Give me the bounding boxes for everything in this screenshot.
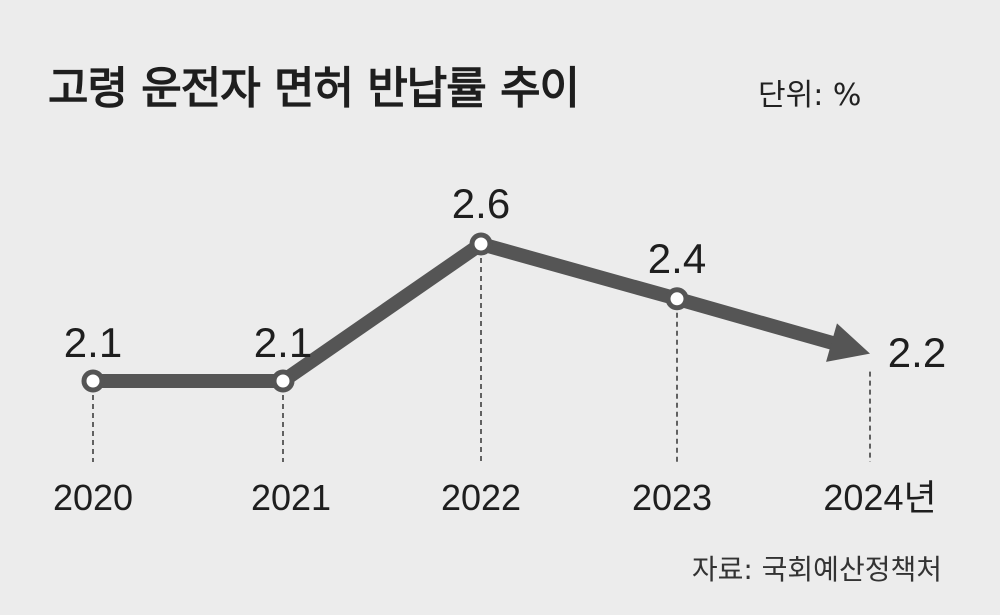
x-tick-label-4: 2024년 bbox=[823, 477, 936, 518]
data-point-2023 bbox=[665, 287, 689, 311]
value-label-2020: 2.1 bbox=[64, 319, 122, 366]
series-line bbox=[93, 237, 840, 388]
x-tick-label-3: 2023 bbox=[632, 477, 712, 518]
x-tick-label-0: 2020 bbox=[53, 477, 133, 518]
data-point-2022 bbox=[469, 232, 493, 256]
value-label-2022: 2.6 bbox=[452, 180, 510, 227]
data-point-2021 bbox=[271, 369, 295, 393]
unit-label: 단위: % bbox=[758, 78, 862, 113]
data-point-2020 bbox=[81, 369, 105, 393]
value-label-2024년: 2.2 bbox=[888, 329, 946, 376]
source-note: 자료: 국회예산정책처 bbox=[691, 553, 942, 586]
value-label-2021: 2.1 bbox=[254, 319, 312, 366]
value-label-2023: 2.4 bbox=[648, 235, 706, 282]
x-tick-label-2: 2022 bbox=[441, 477, 521, 518]
arrowhead-icon bbox=[826, 323, 870, 362]
x-tick-label-1: 2021 bbox=[251, 477, 331, 518]
chart-title: 고령 운전자 면허 반납률 추이 bbox=[48, 63, 580, 114]
